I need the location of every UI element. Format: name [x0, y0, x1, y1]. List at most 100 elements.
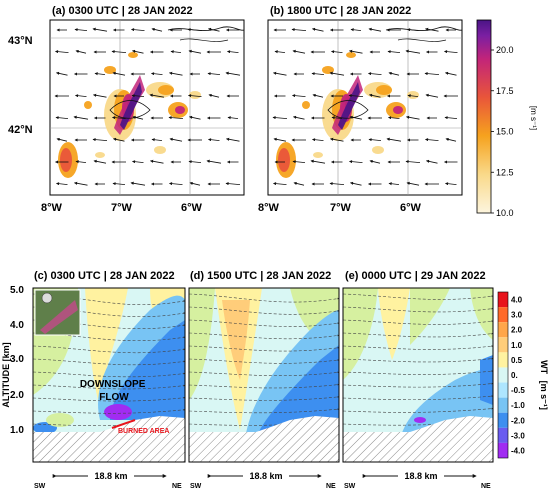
streamline: [189, 306, 339, 315]
streamline: [189, 345, 339, 352]
wind-speed-field-a: [50, 20, 244, 195]
streamline: [343, 319, 493, 325]
ne-label-e: NE: [481, 483, 491, 490]
wt-colorbar-segment: [498, 367, 508, 383]
map-panel-b: (b) 1800 UTC | 28 JAN 2022: [267, 5, 463, 196]
wt-colorbar-segment: [498, 322, 508, 338]
cross-section-panel-e: [342, 287, 494, 463]
wt-colorbar-segment: [498, 427, 508, 443]
wt-label: WT: [539, 360, 549, 374]
streamline: [189, 319, 339, 327]
panel-c-title: (c) 0300 UTC | 28 JAN 2022: [34, 270, 175, 282]
wind-speed-field-b: [268, 20, 462, 195]
distance-label-e: 18.8 km: [404, 471, 437, 481]
colorbar-tick: 12.5: [496, 167, 514, 177]
streamline: [343, 370, 493, 375]
colorbar-tick: 17.5: [496, 86, 514, 96]
streamline: [33, 408, 185, 414]
wt-colorbar-tick: -3.0: [511, 431, 525, 440]
wt-unit: [m s⁻¹]: [539, 381, 549, 410]
compass-icon: [41, 292, 53, 304]
alt-tick-4: 4.0: [10, 320, 24, 331]
lon-tick-8w-a: 8°W: [41, 202, 63, 214]
downslope-line-2: FLOW: [99, 392, 129, 403]
wt-colorbar-tick: 2.0: [511, 326, 523, 335]
wt-colorbar-segment: [498, 292, 508, 308]
sw-label-e: SW: [344, 483, 356, 490]
ne-label-c: NE: [172, 483, 182, 490]
downslope-line-1: DOWNSLOPE: [80, 379, 146, 390]
alt-tick-3: 3.0: [10, 354, 24, 365]
streamline: [343, 293, 493, 300]
wt-colorbar: 4.0 3.0 2.0 1.0 0.5 0. -0.5 -1.0 -2.0 -3.0 -4.0 WT…: [497, 291, 549, 459]
wt-colorbar-segment: [498, 412, 508, 428]
streamline: [343, 357, 493, 363]
altitude-axis-label: ALTITUDE [km]: [1, 342, 11, 407]
wt-colorbar-tick: -1.0: [511, 401, 525, 410]
panel-a-title: (a) 0300 UTC | 28 JAN 2022: [52, 5, 193, 17]
panel-e-title: (e) 0000 UTC | 29 JAN 2022: [345, 270, 486, 282]
wt-colorbar-segment: [498, 307, 508, 323]
alt-tick-2: 2.0: [10, 390, 24, 401]
ne-label-d: NE: [326, 483, 336, 490]
colorbar-tick: 20.0: [496, 45, 514, 55]
streamline: [343, 345, 493, 350]
wt-colorbar-segment: [498, 337, 508, 353]
wt-colorbar-tick: 3.0: [511, 311, 523, 320]
streamline: [343, 395, 493, 401]
streamline: [343, 306, 493, 313]
alt-tick-5: 5.0: [10, 285, 24, 296]
sw-label-d: SW: [190, 483, 202, 490]
streamline: [33, 345, 185, 354]
wt-colorbar-segment: [498, 442, 508, 458]
wt-colorbar-tick: -2.0: [511, 416, 525, 425]
distance-label-d: 18.8 km: [249, 471, 282, 481]
streamline: [33, 396, 185, 402]
distance-label-c: 18.8 km: [94, 471, 127, 481]
streamline: [189, 396, 339, 401]
lon-tick-6w-b: 6°W: [400, 202, 422, 214]
lat-tick-43: 43°N: [8, 35, 33, 47]
streamline: [189, 358, 339, 364]
distance-markers: 18.8 km 18.8 km 18.8 km SW NE SW NE SW N…: [34, 470, 491, 490]
streamline: [33, 358, 185, 366]
downslope-flow-label: DOWNSLOPE FLOW: [80, 379, 148, 403]
colorbar-tick: 15.0: [496, 127, 514, 137]
cross-section-panel-d: [188, 287, 340, 463]
streamline: [343, 332, 493, 338]
lon-tick-7w-b: 7°W: [330, 202, 352, 214]
wt-colorbar-segment: [498, 382, 508, 398]
alt-tick-1: 1.0: [10, 425, 24, 436]
streamline: [189, 332, 339, 340]
wt-colorbar-segment: [498, 397, 508, 413]
lon-tick-8w-b: 8°W: [258, 202, 280, 214]
wt-colorbar-tick: -0.5: [511, 386, 525, 395]
streamline: [33, 384, 185, 390]
streamline: [343, 407, 493, 413]
map-panel-a: (a) 0300 UTC | 28 JAN 2022: [49, 5, 245, 196]
streamline: [343, 382, 493, 388]
wt-colorbar-tick: 0.5: [511, 356, 523, 365]
wt-colorbar-segment: [498, 352, 508, 368]
wt-colorbar-tick: 0.: [511, 371, 518, 380]
svg-text:WT [m s⁻¹]: WT [m s⁻¹]: [539, 360, 549, 410]
wt-colorbar-tick: -4.0: [511, 446, 525, 455]
cross-section-panel-c: DOWNSLOPE FLOW BURNED AREA: [32, 287, 186, 463]
panel-d-title: (d) 1500 UTC | 28 JAN 2022: [190, 270, 331, 282]
streamline: [189, 408, 339, 414]
streamline: [189, 383, 339, 389]
streamline: [33, 371, 185, 378]
wt-colorbar-tick: 1.0: [511, 341, 523, 350]
panel-b-title: (b) 1800 UTC | 28 JAN 2022: [270, 5, 411, 17]
lon-tick-6w-a: 6°W: [181, 202, 203, 214]
colorbar-tick: 10.0: [496, 208, 514, 218]
colorbar-unit: [m s⁻¹]: [529, 106, 538, 130]
streamline: [189, 293, 339, 303]
streamline: [189, 371, 339, 376]
wind-speed-colorbar: 20.0 17.5 15.0 12.5 10.0 [m s⁻¹]: [476, 19, 538, 218]
sw-label-c: SW: [34, 483, 46, 490]
lat-tick-42: 42°N: [8, 124, 33, 136]
wt-colorbar-tick: 4.0: [511, 296, 523, 305]
lon-tick-7w-a: 7°W: [111, 202, 133, 214]
